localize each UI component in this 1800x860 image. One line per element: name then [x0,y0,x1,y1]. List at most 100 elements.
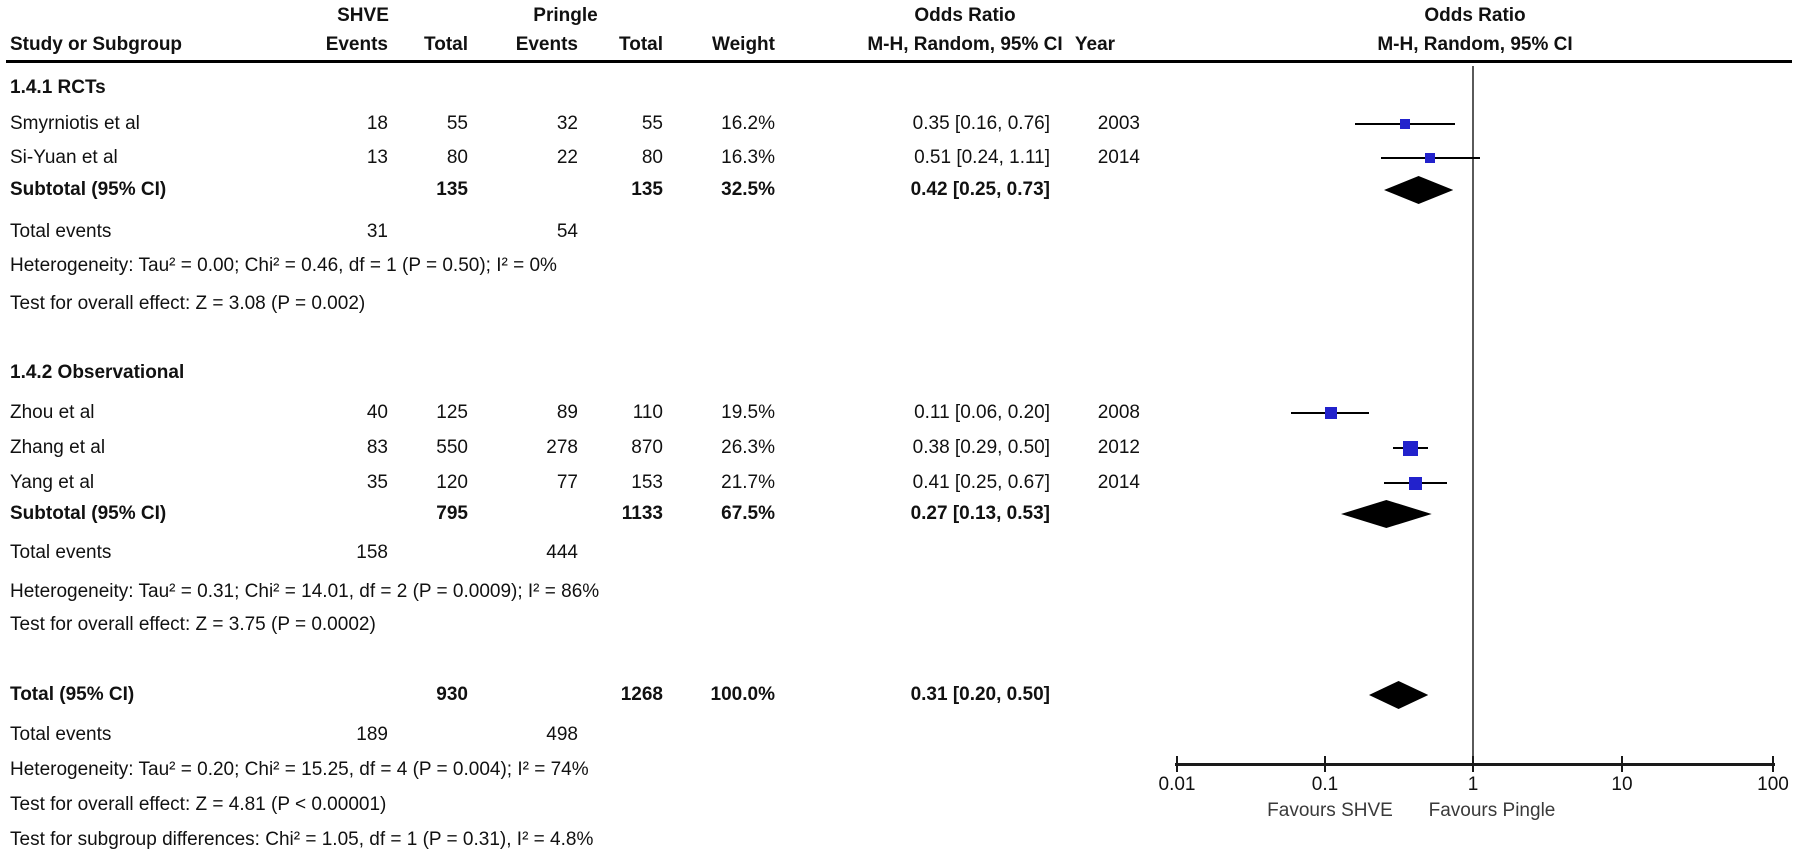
study-name: Yang et al [10,472,95,493]
pringle-total: 110 [632,402,663,423]
year: 2008 [1097,402,1140,423]
header-weight: Weight [712,34,775,55]
shve-events: 158 [356,542,388,563]
header-events-pringle: Events [515,34,578,55]
header-row-1: SHVE Pringle Odds Ratio Odds Ratio [0,5,1800,27]
shve-events: 31 [366,221,388,242]
study-row-zhang: Zhang et al 83 550 278 870 26.3% 0.38 [0… [0,437,1800,459]
study-name: Si-Yuan et al [10,147,118,168]
shve-events: 35 [366,472,388,493]
weight: 16.3% [721,147,775,168]
plot-header-odds-ratio: Odds Ratio [1424,5,1526,26]
subgroup-label: 1.4.1 RCTs [10,77,106,98]
pringle-events: 54 [556,221,578,242]
header-total-pringle: Total [619,34,663,55]
overall-effect-text: Test for overall effect: Z = 3.75 (P = 0… [10,614,376,635]
weight: 67.5% [721,503,775,524]
header-underline [6,60,1792,63]
pringle-total: 1133 [621,503,663,524]
or-ci-text: 0.38 [0.29, 0.50] [912,437,1050,458]
total-events-row-overall: Total events 189 498 [0,724,1800,746]
axis-tick-label: 100 [1757,774,1789,795]
subtotal-row-rcts: Subtotal (95% CI) 135 135 32.5% 0.42 [0.… [0,179,1800,201]
pringle-events: 89 [556,402,578,423]
or-ci-text: 0.31 [0.20, 0.50] [910,684,1050,705]
pringle-events: 498 [546,724,578,745]
weight: 19.5% [721,402,775,423]
total-label: Total (95% CI) [10,684,135,705]
header-events-shve: Events [325,34,388,55]
pringle-events: 278 [546,437,578,458]
header-group-pringle: Pringle [533,5,598,26]
pringle-total: 135 [631,179,663,200]
subgroup-title-rcts: 1.4.1 RCTs [0,77,1800,99]
or-ci-text: 0.35 [0.16, 0.76] [912,113,1050,134]
subgroup-label: 1.4.2 Observational [10,362,185,383]
shve-total: 550 [436,437,468,458]
subtotal-row-observational: Subtotal (95% CI) 795 1133 67.5% 0.27 [0… [0,503,1800,525]
axis-tick-label: 0.01 [1158,774,1196,795]
subgroup-title-observational: 1.4.2 Observational [0,362,1800,384]
summary-diamond-sub2 [1341,500,1433,528]
pringle-total: 870 [631,437,663,458]
favours-left-label: Favours SHVE [1267,800,1393,821]
heterogeneity-line-observational: Heterogeneity: Tau² = 0.31; Chi² = 14.01… [0,581,1800,603]
shve-total: 125 [436,402,468,423]
shve-events: 83 [366,437,388,458]
point-estimate-zhang [1403,440,1419,456]
header-odds-ratio: Odds Ratio [914,5,1016,26]
header-row-2: Study or Subgroup Events Total Events To… [0,34,1800,56]
study-row-smyrniotis: Smyrniotis et al 18 55 32 55 16.2% 0.35 … [0,113,1800,135]
total-events-label: Total events [10,724,112,745]
study-row-siyuan: Si-Yuan et al 13 80 22 80 16.3% 0.51 [0.… [0,147,1800,169]
summary-diamond-sub1 [1383,176,1453,204]
axis-tick [1772,756,1774,772]
pringle-total: 1268 [620,684,663,705]
point-estimate-zhou [1324,407,1337,419]
axis-tick [1621,756,1623,772]
subtotal-label: Subtotal (95% CI) [10,179,167,200]
pringle-total: 55 [641,113,663,134]
header-study: Study or Subgroup [10,34,183,55]
weight: 32.5% [721,179,775,200]
shve-events: 40 [366,402,388,423]
shve-events: 189 [356,724,388,745]
pringle-events: 32 [556,113,578,134]
weight: 100.0% [710,684,775,705]
header-total-shve: Total [424,34,468,55]
pringle-events: 22 [556,147,578,168]
or-ci-text: 0.41 [0.25, 0.67] [912,472,1050,493]
year: 2012 [1097,437,1140,458]
or-ci-text: 0.27 [0.13, 0.53] [910,503,1050,524]
overall-effect-line-observational: Test for overall effect: Z = 3.75 (P = 0… [0,614,1800,636]
shve-total: 135 [436,179,468,200]
weight: 21.7% [721,472,775,493]
header-year: Year [1074,34,1116,55]
plot-header-mh-random: M-H, Random, 95% CI [1377,34,1573,55]
study-row-yang: Yang et al 35 120 77 153 21.7% 0.41 [0.2… [0,472,1800,494]
pringle-events: 444 [546,542,578,563]
overall-effect-line-rcts: Test for overall effect: Z = 3.08 (P = 0… [0,293,1800,315]
overall-effect-text: Test for overall effect: Z = 3.08 (P = 0… [10,293,366,314]
shve-total: 120 [436,472,468,493]
overall-effect-text: Test for overall effect: Z = 4.81 (P < 0… [10,794,387,815]
year: 2014 [1097,147,1140,168]
pringle-total: 80 [641,147,663,168]
header-group-shve: SHVE [337,5,389,26]
total-events-row-observational: Total events 158 444 [0,542,1800,564]
overall-effect-line-overall: Test for overall effect: Z = 4.81 (P < 0… [0,794,1800,816]
shve-total: 80 [446,147,468,168]
total-events-label: Total events [10,221,112,242]
axis-tick-label: 10 [1611,774,1633,795]
shve-total: 930 [436,684,468,705]
axis-tick-label: 1 [1467,774,1479,795]
heterogeneity-line-rcts: Heterogeneity: Tau² = 0.00; Chi² = 0.46,… [0,255,1800,277]
total-events-row-rcts: Total events 31 54 [0,221,1800,243]
summary-diamond-total [1369,681,1429,709]
heterogeneity-line-overall: Heterogeneity: Tau² = 0.20; Chi² = 15.25… [0,759,1800,781]
favours-right-label: Favours Pingle [1428,800,1556,821]
pringle-total: 153 [631,472,663,493]
point-estimate-yang [1408,476,1422,490]
heterogeneity-text: Heterogeneity: Tau² = 0.20; Chi² = 15.25… [10,759,589,780]
